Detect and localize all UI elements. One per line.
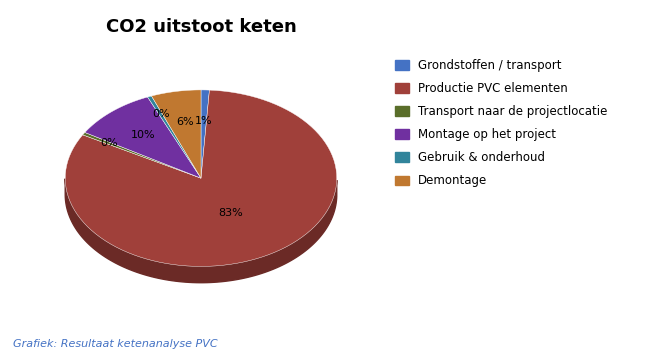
Polygon shape [85,97,201,178]
Text: 10%: 10% [131,130,155,140]
Legend: Grondstoffen / transport, Productie PVC elementen, Transport naar de projectloca: Grondstoffen / transport, Productie PVC … [395,59,608,188]
Polygon shape [201,90,210,178]
Polygon shape [65,179,337,283]
Polygon shape [151,90,201,178]
Text: 0%: 0% [152,109,170,120]
Polygon shape [65,90,337,266]
Text: Grafiek: Resultaat ketenanalyse PVC: Grafiek: Resultaat ketenanalyse PVC [13,339,218,349]
Polygon shape [82,132,201,178]
Text: 1%: 1% [195,116,212,126]
Text: 6%: 6% [176,117,194,127]
Text: 0%: 0% [100,138,119,148]
Polygon shape [147,96,201,178]
Text: CO2 uitstoot keten: CO2 uitstoot keten [106,18,296,36]
Text: 83%: 83% [218,208,243,218]
